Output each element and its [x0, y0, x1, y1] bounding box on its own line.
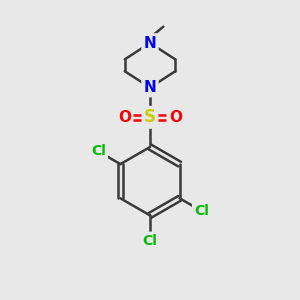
- Text: N: N: [144, 35, 156, 50]
- Text: Cl: Cl: [142, 234, 158, 248]
- Text: Cl: Cl: [194, 204, 209, 218]
- Text: Cl: Cl: [91, 145, 106, 158]
- Text: N: N: [144, 80, 156, 95]
- Text: S: S: [144, 108, 156, 126]
- Text: O: O: [169, 110, 182, 125]
- Text: O: O: [118, 110, 131, 125]
